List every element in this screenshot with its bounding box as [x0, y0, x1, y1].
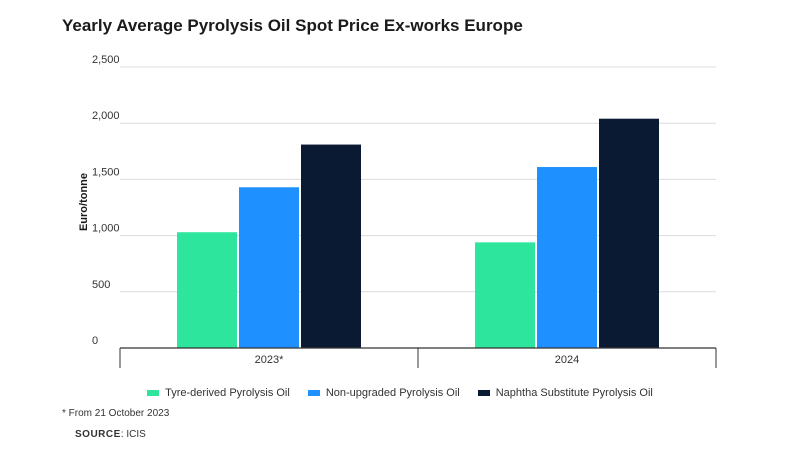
legend-label: Non-upgraded Pyrolysis Oil: [325, 387, 460, 399]
bar: [475, 242, 535, 348]
legend: Tyre-derived Pyrolysis Oil Non-upgraded P…: [0, 387, 800, 399]
bar: [177, 232, 237, 348]
y-tick-label: 500: [92, 279, 110, 291]
y-tick-label: 0: [92, 335, 98, 347]
legend-item: Naphtha Substitute Pyrolysis Oil: [477, 387, 653, 399]
y-tick-label: 2,000: [92, 110, 120, 122]
legend-swatch: [477, 390, 490, 396]
legend-item: Non-upgraded Pyrolysis Oil: [307, 387, 460, 399]
bar: [239, 187, 299, 348]
legend-label: Tyre-derived Pyrolysis Oil: [165, 387, 290, 399]
y-axis-label: Euro/tonne: [78, 173, 90, 231]
legend-label: Naphtha Substitute Pyrolysis Oil: [495, 387, 653, 399]
legend-swatch: [307, 390, 320, 396]
bar: [301, 144, 361, 348]
y-tick-label: 2,500: [92, 54, 120, 66]
x-category-label: 2024: [555, 354, 579, 366]
bar: [599, 118, 659, 348]
source-label: SOURCE: [75, 429, 121, 440]
legend-swatch: [147, 390, 160, 396]
bar: [537, 167, 597, 348]
legend-item: Tyre-derived Pyrolysis Oil: [147, 387, 290, 399]
x-axis: 2023* 2024: [119, 347, 717, 368]
source-note: SOURCE: ICIS: [75, 429, 146, 440]
x-category-label: 2023*: [255, 354, 284, 366]
y-tick-label: 1,500: [92, 166, 120, 178]
bars: [177, 118, 659, 348]
source-value: : ICIS: [120, 429, 146, 440]
chart-title: Yearly Average Pyrolysis Oil Spot Price …: [62, 16, 523, 35]
y-tick-label: 1,000: [92, 223, 120, 235]
y-axis-ticks: 0 500 1,000 1,500 2,000 2,500: [92, 54, 120, 347]
footnote: * From 21 October 2023: [62, 408, 170, 419]
